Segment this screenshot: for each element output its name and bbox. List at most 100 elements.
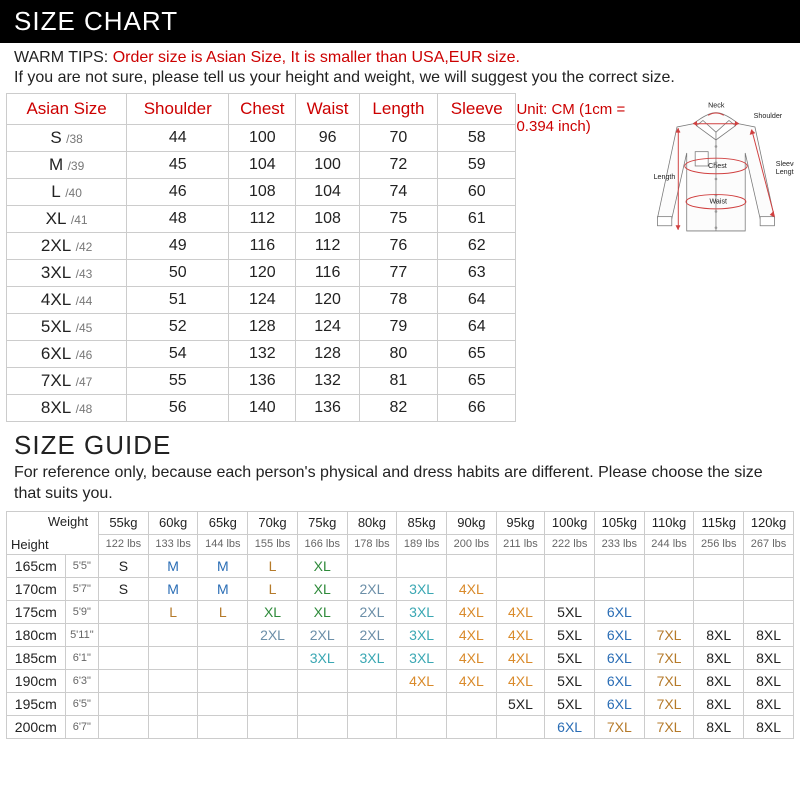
- size-value: 62: [438, 233, 516, 260]
- guide-cell: [744, 577, 794, 600]
- guide-cell: 4XL: [446, 600, 496, 623]
- guide-cell: 4XL: [496, 669, 545, 692]
- size-chart-header: Shoulder: [127, 94, 229, 125]
- guide-weight-kg: 65kg: [198, 511, 248, 534]
- guide-cell: 3XL: [397, 600, 447, 623]
- size-value: 66: [438, 395, 516, 422]
- guide-height-cm: 165cm: [7, 554, 66, 577]
- guide-cell: 6XL: [594, 600, 644, 623]
- size-value: 124: [229, 287, 296, 314]
- size-guide-title: SIZE GUIDE: [0, 422, 800, 463]
- guide-cell: [694, 577, 744, 600]
- size-value: 116: [296, 260, 359, 287]
- size-chart-table: Asian SizeShoulderChestWaistLengthSleeve…: [6, 93, 516, 422]
- guide-cell: [99, 692, 149, 715]
- guide-cell: 2XL: [347, 577, 397, 600]
- guide-row: 200cm6'7"6XL7XL7XL8XL8XL: [7, 715, 794, 738]
- guide-cell: 2XL: [347, 623, 397, 646]
- guide-cell: [198, 669, 248, 692]
- guide-height-ft: 6'7": [65, 715, 98, 738]
- guide-cell: L: [248, 554, 298, 577]
- guide-weight-lbs: 256 lbs: [694, 534, 744, 554]
- size-chart-row: S /3844100967058: [7, 125, 516, 152]
- guide-row: 180cm5'11"2XL2XL2XL3XL4XL4XL5XL6XL7XL8XL…: [7, 623, 794, 646]
- diagram-label-sleeve2: Length: [776, 168, 794, 176]
- size-cell: 6XL /46: [7, 341, 127, 368]
- guide-cell: L: [148, 600, 198, 623]
- size-guide-note: For reference only, because each person'…: [0, 463, 800, 511]
- size-value: 77: [359, 260, 437, 287]
- guide-cell: 7XL: [594, 715, 644, 738]
- guide-row: 195cm6'5"5XL5XL6XL7XL8XL8XL: [7, 692, 794, 715]
- guide-cell: S: [99, 577, 149, 600]
- size-value: 76: [359, 233, 437, 260]
- note-line: If you are not sure, please tell us your…: [0, 69, 800, 93]
- guide-cell: [148, 692, 198, 715]
- guide-cell: [744, 554, 794, 577]
- size-value: 61: [438, 206, 516, 233]
- guide-cell: 7XL: [644, 669, 694, 692]
- guide-height-ft: 6'1": [65, 646, 98, 669]
- guide-cell: 5XL: [545, 669, 595, 692]
- size-chart-row: 4XL /44511241207864: [7, 287, 516, 314]
- guide-cell: 5XL: [496, 692, 545, 715]
- guide-height-ft: 6'5": [65, 692, 98, 715]
- guide-cell: 4XL: [446, 669, 496, 692]
- size-cell: 5XL /45: [7, 314, 127, 341]
- guide-cell: M: [198, 554, 248, 577]
- guide-cell: 3XL: [397, 623, 447, 646]
- guide-cell: 8XL: [744, 669, 794, 692]
- guide-cell: [297, 715, 347, 738]
- size-value: 65: [438, 341, 516, 368]
- size-chart-row: M /39451041007259: [7, 152, 516, 179]
- guide-row: 170cm5'7"SMMLXL2XL3XL4XL: [7, 577, 794, 600]
- guide-cell: [198, 715, 248, 738]
- guide-weight-kg: 120kg: [744, 511, 794, 534]
- guide-cell: [744, 600, 794, 623]
- unit-label: Unit: CM (1cm = 0.394 inch): [516, 101, 638, 135]
- size-value: 120: [229, 260, 296, 287]
- guide-cell: [446, 715, 496, 738]
- size-value: 136: [229, 368, 296, 395]
- guide-cell: [148, 669, 198, 692]
- guide-cell: 2XL: [297, 623, 347, 646]
- guide-cell: [397, 692, 447, 715]
- guide-cell: 4XL: [496, 646, 545, 669]
- guide-cell: [545, 554, 595, 577]
- guide-cell: [198, 623, 248, 646]
- guide-cell: [496, 554, 545, 577]
- size-value: 96: [296, 125, 359, 152]
- guide-cell: 8XL: [694, 715, 744, 738]
- size-value: 120: [296, 287, 359, 314]
- guide-cell: M: [148, 577, 198, 600]
- guide-cell: XL: [297, 554, 347, 577]
- guide-cell: 4XL: [446, 623, 496, 646]
- guide-weight-lbs: 166 lbs: [297, 534, 347, 554]
- guide-cell: 6XL: [594, 669, 644, 692]
- size-value: 46: [127, 179, 229, 206]
- diagram-label-length: Length: [654, 173, 676, 181]
- shirt-diagram-svg: Neck Shoulder Chest Sleeve Length Length…: [638, 101, 794, 250]
- size-value: 79: [359, 314, 437, 341]
- size-chart-row: 6XL /46541321288065: [7, 341, 516, 368]
- guide-cell: 7XL: [644, 646, 694, 669]
- guide-weight-lbs: 200 lbs: [446, 534, 496, 554]
- size-value: 75: [359, 206, 437, 233]
- guide-cell: 4XL: [446, 646, 496, 669]
- guide-cell: 8XL: [694, 692, 744, 715]
- guide-cell: 6XL: [594, 646, 644, 669]
- guide-weight-kg: 80kg: [347, 511, 397, 534]
- shirt-diagram: Unit: CM (1cm = 0.394 inch): [516, 93, 794, 422]
- size-value: 104: [296, 179, 359, 206]
- size-chart-header: Length: [359, 94, 437, 125]
- size-value: 44: [127, 125, 229, 152]
- guide-cell: L: [198, 600, 248, 623]
- size-value: 128: [296, 341, 359, 368]
- size-value: 100: [296, 152, 359, 179]
- diagram-label-chest: Chest: [708, 162, 727, 170]
- guide-row: 165cm5'5"SMMLXL: [7, 554, 794, 577]
- guide-cell: 5XL: [545, 623, 595, 646]
- guide-height-ft: 5'9": [65, 600, 98, 623]
- guide-weight-kg: 55kg: [99, 511, 149, 534]
- guide-cell: [347, 554, 397, 577]
